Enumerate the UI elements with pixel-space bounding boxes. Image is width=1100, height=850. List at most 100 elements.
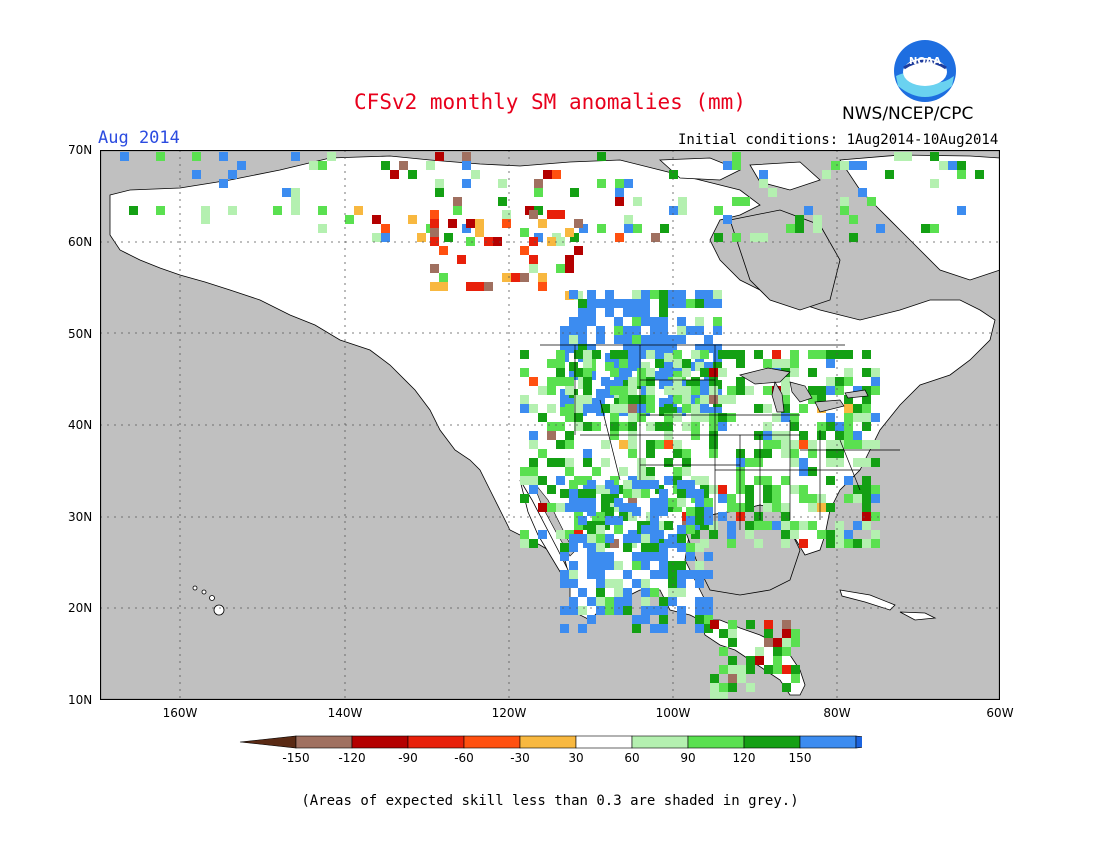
anomaly-cell: [619, 350, 628, 359]
anomaly-cell: [498, 197, 507, 206]
anomaly-cell: [615, 179, 624, 188]
anomaly-cell: [754, 539, 763, 548]
anomaly-cell: [763, 404, 772, 413]
anomaly-cell: [610, 476, 619, 485]
anomaly-cell: [704, 552, 713, 561]
agency-label: NWS/NCEP/CPC: [842, 104, 974, 124]
anomaly-cell: [610, 485, 619, 494]
anomaly-cell: [772, 359, 781, 368]
anomaly-cell: [781, 440, 790, 449]
anomaly-cell: [574, 350, 583, 359]
anomaly-cell: [632, 362, 641, 371]
anomaly-cell: [623, 597, 632, 606]
anomaly-cell: [764, 665, 773, 674]
anomaly-cell: [677, 317, 686, 326]
anomaly-cell: [718, 494, 727, 503]
anomaly-cell: [623, 534, 632, 543]
anomaly-cell: [871, 386, 880, 395]
anomaly-cell: [736, 476, 745, 485]
anomaly-cell: [804, 206, 813, 215]
anomaly-cell: [704, 290, 713, 299]
anomaly-cell: [718, 368, 727, 377]
anomaly-cell: [862, 458, 871, 467]
anomaly-cell: [632, 579, 641, 588]
anomaly-cell: [790, 458, 799, 467]
anomaly-cell: [745, 386, 754, 395]
anomaly-cell: [578, 489, 587, 498]
anomaly-cell: [686, 480, 695, 489]
anomaly-cell: [560, 335, 569, 344]
anomaly-cell: [718, 413, 727, 422]
anomaly-cell: [192, 170, 201, 179]
anomaly-cell: [844, 413, 853, 422]
anomaly-cell: [565, 413, 574, 422]
anomaly-cell: [921, 224, 930, 233]
anomaly-cell: [695, 624, 704, 633]
anomaly-cell: [520, 395, 529, 404]
anomaly-cell: [719, 665, 728, 674]
anomaly-cell: [700, 539, 709, 548]
colorbar-box: [743, 735, 801, 749]
lat-label: 50N: [68, 327, 93, 341]
anomaly-cell: [826, 386, 835, 395]
anomaly-cell: [502, 273, 511, 282]
anomaly-cell: [772, 521, 781, 530]
anomaly-cell: [713, 299, 722, 308]
anomaly-cell: [569, 543, 578, 552]
anomaly-cell: [309, 161, 318, 170]
anomaly-cell: [318, 161, 327, 170]
anomaly-cell: [691, 404, 700, 413]
anomaly-cell: [673, 359, 682, 368]
lon-label: 80W: [823, 706, 851, 720]
anomaly-cell: [641, 543, 650, 552]
anomaly-cell: [844, 539, 853, 548]
anomaly-cell: [713, 326, 722, 335]
anomaly-cell: [430, 210, 439, 219]
anomaly-cell: [713, 407, 722, 416]
anomaly-cell: [520, 404, 529, 413]
state-borders: [540, 344, 900, 530]
anomaly-cell: [628, 440, 637, 449]
anomaly-cell: [862, 494, 871, 503]
anomaly-cell: [430, 237, 439, 246]
anomaly-cell: [709, 386, 718, 395]
anomaly-cell: [547, 404, 556, 413]
anomaly-cell: [791, 665, 800, 674]
anomaly-cell: [475, 219, 484, 228]
anomaly-cell: [709, 395, 718, 404]
anomaly-cell: [808, 467, 817, 476]
anomaly-cell: [583, 386, 592, 395]
anomaly-cell: [619, 404, 628, 413]
anomaly-cell: [682, 359, 691, 368]
anomaly-cell: [710, 674, 719, 683]
lat-label: 40N: [68, 418, 93, 432]
anomaly-cell: [781, 377, 790, 386]
anomaly-cell: [641, 344, 650, 353]
anomaly-cell: [565, 377, 574, 386]
anomaly-cell: [632, 326, 641, 335]
lat-label: 60N: [68, 235, 93, 249]
anomaly-cell: [435, 188, 444, 197]
anomaly-cell: [529, 237, 538, 246]
anomaly-cell: [853, 521, 862, 530]
colorbar: [239, 735, 862, 749]
anomaly-cell: [574, 521, 583, 530]
anomaly-cell: [858, 161, 867, 170]
anomaly-cell: [587, 344, 596, 353]
anomaly-cell: [556, 368, 565, 377]
anomaly-cell: [673, 377, 682, 386]
anomaly-cell: [826, 449, 835, 458]
anomaly-cell: [691, 413, 700, 422]
anomaly-cell: [668, 353, 677, 362]
anomaly-cell: [930, 152, 939, 161]
anomaly-cell: [641, 606, 650, 615]
anomaly-cell: [668, 534, 677, 543]
anomaly-cell: [736, 359, 745, 368]
anomaly-cell: [853, 404, 862, 413]
anomaly-cell: [763, 422, 772, 431]
anomaly-cell: [773, 638, 782, 647]
anomaly-cell: [713, 344, 722, 353]
colorbar-label: -60: [454, 751, 474, 765]
anomaly-cell: [871, 440, 880, 449]
anomaly-cell: [520, 539, 529, 548]
